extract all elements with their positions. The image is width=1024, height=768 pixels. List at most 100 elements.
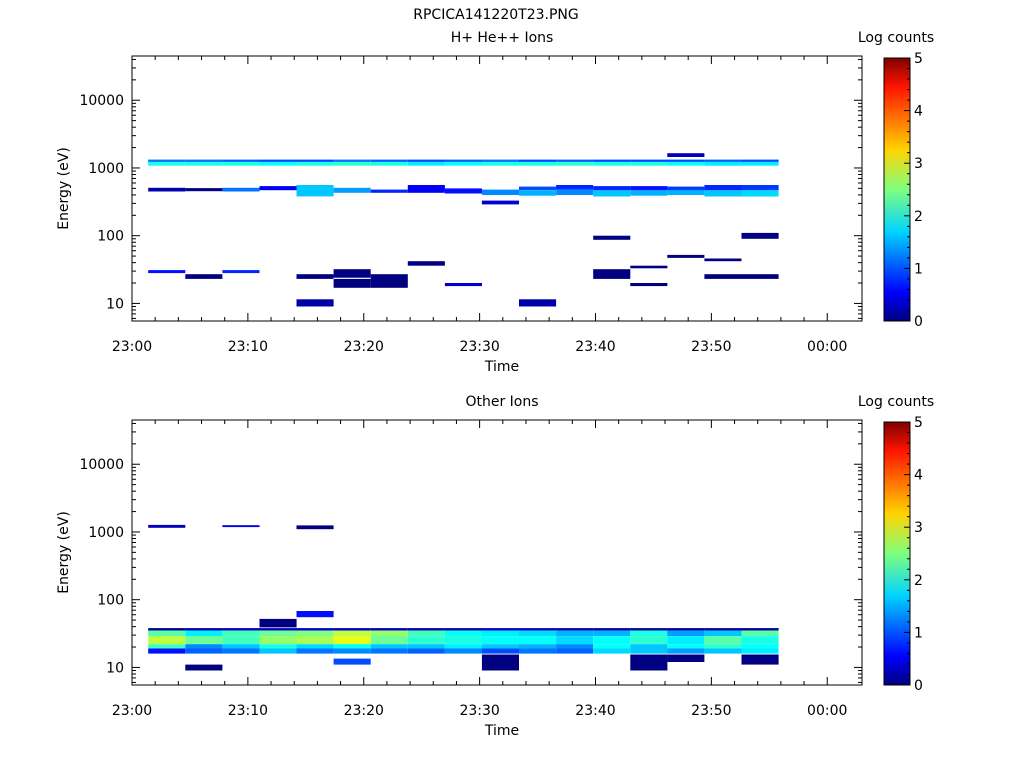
heatmap-cell xyxy=(222,644,260,649)
x-tick-label: 23:00 xyxy=(112,703,152,719)
heatmap-cell xyxy=(556,636,594,645)
heatmap-cell xyxy=(185,188,223,192)
heatmap-cell xyxy=(704,644,742,649)
heatmap-cell xyxy=(185,161,223,166)
heatmap-cell xyxy=(704,161,742,166)
heatmap-cell xyxy=(259,618,297,628)
heatmap-cell xyxy=(741,648,779,654)
heatmap-cell xyxy=(296,644,334,649)
heatmap-cell xyxy=(444,188,482,194)
heatmap-cell xyxy=(259,636,297,645)
x-tick-label: 23:40 xyxy=(575,703,615,719)
heatmap-cell xyxy=(667,186,705,191)
heatmap-cell xyxy=(704,628,742,631)
heatmap-cell xyxy=(667,636,705,645)
heatmap-cell xyxy=(222,648,260,654)
heatmap-cell xyxy=(148,644,186,649)
heatmap-cell xyxy=(185,664,223,671)
heatmap-cell xyxy=(407,636,445,645)
heatmap-cells xyxy=(148,524,779,671)
heatmap-cell xyxy=(556,630,594,637)
heatmap-cell xyxy=(556,161,594,166)
heatmap-cell xyxy=(148,187,186,192)
x-tick-label: 23:00 xyxy=(112,339,152,355)
heatmap-cell xyxy=(481,189,519,195)
colorbar-tick-label: 5 xyxy=(914,51,923,67)
heatmap-cell xyxy=(630,161,668,166)
heatmap-cell xyxy=(296,636,334,645)
colorbar-tick-label: 3 xyxy=(914,520,923,536)
heatmap-cell xyxy=(185,648,223,654)
heatmap-cell xyxy=(519,648,557,654)
heatmap-cell xyxy=(630,636,668,645)
heatmap-cell xyxy=(259,628,297,631)
heatmap-cell xyxy=(148,159,186,162)
heatmap-cell xyxy=(222,525,260,528)
y-tick-label: 100 xyxy=(97,229,124,245)
x-tick-label: 00:00 xyxy=(807,703,847,719)
heatmap-cell xyxy=(444,161,482,166)
heatmap-cell xyxy=(296,628,334,631)
heatmap-cell xyxy=(556,185,594,190)
heatmap-cell xyxy=(481,648,519,654)
x-tick-label: 23:30 xyxy=(459,339,499,355)
y-tick-label: 1000 xyxy=(88,525,124,541)
heatmap-cell xyxy=(148,161,186,166)
heatmap-cell xyxy=(704,258,742,262)
heatmap-cell xyxy=(296,299,334,307)
heatmap-cell xyxy=(333,187,371,193)
heatmap-cell xyxy=(593,648,631,654)
colorbar-tick-label: 5 xyxy=(914,415,923,431)
heatmap-cell xyxy=(296,274,334,279)
heatmap-cell xyxy=(185,630,223,637)
heatmap-cell xyxy=(481,644,519,649)
heatmap-cell xyxy=(481,628,519,631)
heatmap-cell xyxy=(444,648,482,654)
x-tick-label: 23:50 xyxy=(691,339,731,355)
heatmap-cell xyxy=(148,636,186,645)
heatmap-cell xyxy=(704,636,742,645)
heatmap-cell xyxy=(185,644,223,649)
heatmap-cell xyxy=(630,648,668,654)
heatmap-cell xyxy=(296,161,334,166)
x-axis-label: Time xyxy=(484,359,519,375)
heatmap-cell xyxy=(630,283,668,287)
heatmap-cell xyxy=(444,628,482,631)
heatmap-cell xyxy=(370,189,408,193)
heatmap-cell xyxy=(519,636,557,645)
heatmap-cell xyxy=(667,189,705,195)
heatmap-cell xyxy=(333,648,371,654)
heatmap-cell xyxy=(481,159,519,162)
x-tick-label: 23:10 xyxy=(228,703,268,719)
heatmap-cell xyxy=(593,628,631,631)
y-tick-label: 10 xyxy=(106,296,124,312)
heatmap-cell xyxy=(481,636,519,645)
x-tick-label: 23:20 xyxy=(344,703,384,719)
heatmap-cell xyxy=(222,628,260,631)
heatmap-cell xyxy=(519,644,557,649)
colorbar-tick-label: 1 xyxy=(914,625,923,641)
heatmap-cell xyxy=(259,648,297,654)
colorbar-tick-label: 2 xyxy=(914,573,923,589)
heatmap-cell xyxy=(519,159,557,162)
heatmap-cell xyxy=(148,270,186,274)
heatmap-cell xyxy=(370,159,408,162)
heatmap-cell xyxy=(667,648,705,654)
heatmap-cell xyxy=(519,186,557,191)
heatmap-cell xyxy=(296,185,334,197)
heatmap-cell xyxy=(481,200,519,205)
figure-title: RPCICA141220T23.PNG xyxy=(413,7,578,23)
panel-h-he-ions: H+ He++ Ions 23:00 23:10 23:20 23:30 23:40 23:… xyxy=(56,30,934,375)
heatmap-cell xyxy=(259,161,297,166)
heatmap-cell xyxy=(481,161,519,166)
heatmap-cell xyxy=(519,190,557,196)
heatmap-cell xyxy=(148,630,186,637)
heatmap-cell xyxy=(593,186,631,191)
y-tick-label: 10000 xyxy=(79,93,124,109)
colorbar-label: Log counts xyxy=(858,394,934,410)
y-tick-label: 10000 xyxy=(79,457,124,473)
y-tick-label: 100 xyxy=(97,593,124,609)
heatmap-cell xyxy=(556,159,594,162)
heatmap-cell xyxy=(333,630,371,637)
heatmap-cell xyxy=(667,630,705,637)
